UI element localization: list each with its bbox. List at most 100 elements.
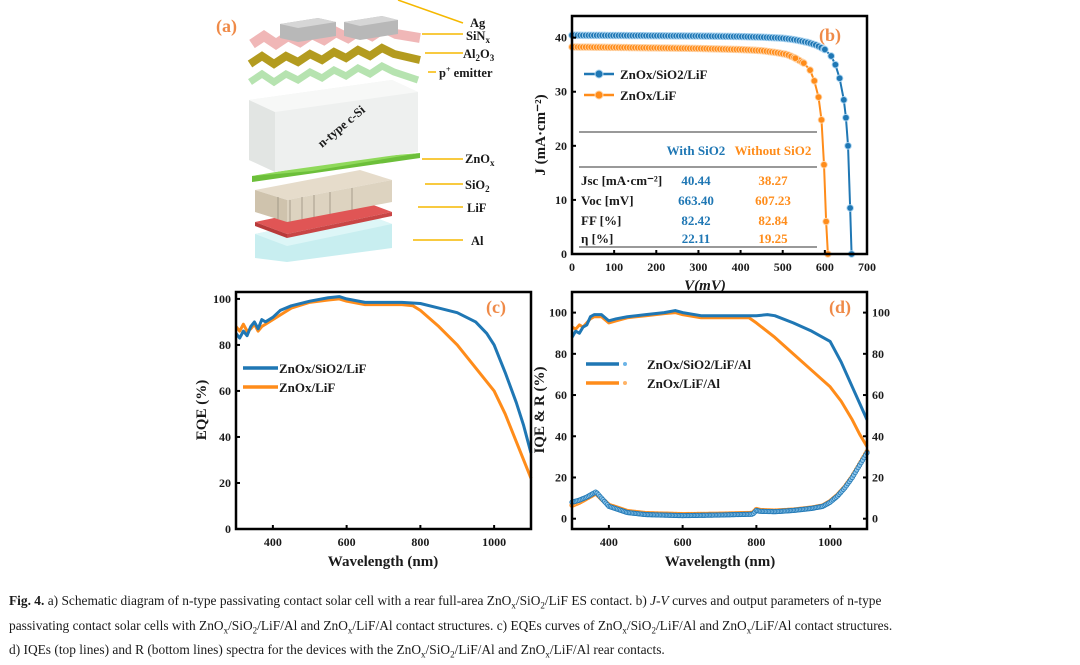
y-tick-label: 80 <box>555 347 567 361</box>
caption-line-3: d) IQEs (top lines) and R (bottom lines)… <box>9 640 1074 665</box>
x-tick-label: 1000 <box>818 535 842 549</box>
y-tick-label: 100 <box>213 292 231 306</box>
panel-d-legend: ZnOx/SiO2/LiF/Al ZnOx/LiF/Al <box>586 357 751 391</box>
table-value-with: 40.44 <box>681 173 711 188</box>
x-tick-label: 500 <box>774 260 792 274</box>
caption-sub: x <box>746 625 752 636</box>
x-tick-label: 100 <box>605 260 623 274</box>
table-param: Voc [mV] <box>581 193 634 208</box>
table-row: FF [%] 82.42 82.84 <box>581 213 788 228</box>
panel-b-jv-chart: 0 100 200 300 400 500 600 700 0 10 20 30 40 (b) V(m… <box>533 14 876 294</box>
panel-b-x-ticks: 0 100 200 300 400 500 600 700 <box>569 250 876 274</box>
panel-a-schematic: (a) <box>216 0 495 262</box>
legend-item-znox-sio2-lif: ZnOx/SiO2/LiF <box>584 67 707 82</box>
y-tick-label: 20 <box>555 470 567 484</box>
label-al: Al <box>471 234 484 248</box>
table-value-without: 82.84 <box>758 213 788 228</box>
data-point <box>842 113 850 122</box>
caption-text: a) Schematic diagram of n-type passivati… <box>44 593 512 608</box>
legend-item-znox-sio2-lif: ZnOx/SiO2/LiF <box>243 361 366 376</box>
legend-item-znox-sio2-lif-al: ZnOx/SiO2/LiF/Al <box>586 357 751 372</box>
legend-label: ZnOx/SiO2/LiF/Al <box>647 357 751 372</box>
table-param: Jsc [mA·cm⁻²] <box>581 173 662 188</box>
caption-text: /SiO <box>425 642 451 658</box>
panel-b-plot-area <box>568 31 856 258</box>
caption-text: /SiO <box>228 617 253 633</box>
layer-al2o3 <box>247 43 421 69</box>
caption-fig-number: Fig. 4. <box>9 593 45 608</box>
panel-d-x-ticks: 400 600 800 1000 <box>600 525 842 549</box>
x-tick-label: 200 <box>647 260 665 274</box>
panel-c-ylabel: EQE (%) <box>194 380 210 440</box>
caption-text: /LiF/Al and ZnO <box>454 642 546 658</box>
data-point <box>810 77 819 85</box>
data-point <box>840 96 848 104</box>
y2-tick-label: 20 <box>872 470 884 484</box>
table-row: η [%] 22.11 19.25 <box>581 231 788 246</box>
panel-a-label: (a) <box>216 16 237 37</box>
x-tick-label: 600 <box>338 535 356 549</box>
layer-ag <box>280 16 398 42</box>
panel-c-legend: ZnOx/SiO2/LiF ZnOx/LiF <box>243 361 366 395</box>
x-tick-label: 300 <box>689 260 707 274</box>
table-value-with: 82.42 <box>681 213 710 228</box>
y-tick-label: 20 <box>219 476 231 490</box>
panel-c-xlabel: Wavelength (nm) <box>328 554 438 570</box>
caption-sub: 2 <box>540 600 545 611</box>
x-tick-label: 800 <box>747 535 765 549</box>
legend-label: ZnOx/SiO2/LiF <box>279 361 366 376</box>
table-value-without: 607.23 <box>755 193 791 208</box>
caption-text: passivating contact solar cells with ZnO <box>9 617 224 633</box>
y2-tick-label: 60 <box>872 388 884 402</box>
table-value-without: 19.25 <box>758 231 788 246</box>
data-point <box>831 60 840 69</box>
data-point <box>800 59 808 67</box>
label-sinx: SiNx <box>466 29 490 45</box>
panel-b-y-ticks: 0 10 20 30 40 <box>555 31 576 261</box>
table-header-with: With SiO2 <box>667 143 726 158</box>
caption-text: /SiO <box>626 617 652 633</box>
y-tick-label: 100 <box>549 306 567 320</box>
label-ag: Ag <box>470 16 486 30</box>
panel-d-label: (d) <box>829 297 851 318</box>
caption-text: /SiO <box>515 593 541 608</box>
label-znox: ZnOx <box>465 152 495 168</box>
x-tick-label: 700 <box>858 260 876 274</box>
y-tick-label: 10 <box>555 193 567 207</box>
y2-tick-label: 100 <box>872 306 890 320</box>
y-tick-label: 0 <box>225 522 231 536</box>
caption-text: /LiF/Al contact structures. <box>751 617 893 633</box>
caption-sub: 2 <box>252 625 258 636</box>
legend-label: ZnOx/LiF/Al <box>647 376 720 391</box>
panel-b-label: (b) <box>819 25 841 46</box>
caption-text: /LiF/Al contact structures. c) EQEs curv… <box>352 617 623 633</box>
x-tick-label: 600 <box>674 535 692 549</box>
caption-sub: x <box>223 625 229 636</box>
y-tick-label: 40 <box>555 31 567 45</box>
panel-b-frame <box>570 14 869 256</box>
y-tick-label: 80 <box>219 338 231 352</box>
panel-b-parameter-table: With SiO2 Without SiO2 Jsc [mA·cm⁻²] 40.4… <box>579 131 817 248</box>
x-tick-label: 0 <box>569 260 575 274</box>
x-tick-label: 400 <box>264 535 282 549</box>
y-tick-label: 20 <box>555 139 567 153</box>
caption-line-1: Fig. 4. a) Schematic diagram of n-type p… <box>9 591 1074 616</box>
data-point <box>806 66 814 74</box>
y2-tick-label: 40 <box>872 429 884 443</box>
data-point <box>791 54 800 62</box>
caption-sub: 2 <box>651 625 656 636</box>
data-point <box>814 93 823 101</box>
caption-text: J-V <box>650 593 669 608</box>
table-header-without: Without SiO2 <box>735 143 812 158</box>
label-al2o3: Al2O3 <box>463 47 495 63</box>
panel-c-plot-area <box>234 295 533 479</box>
y2-tick-label: 0 <box>872 512 878 526</box>
x-tick-label: 1000 <box>482 535 506 549</box>
label-sio2: SiO2 <box>465 178 490 194</box>
data-point <box>846 204 854 212</box>
legend-label: ZnOx/LiF <box>279 380 335 395</box>
x-tick-label: 600 <box>816 260 834 274</box>
y2-tick-label: 80 <box>872 347 884 361</box>
panel-c-label: (c) <box>486 297 506 318</box>
